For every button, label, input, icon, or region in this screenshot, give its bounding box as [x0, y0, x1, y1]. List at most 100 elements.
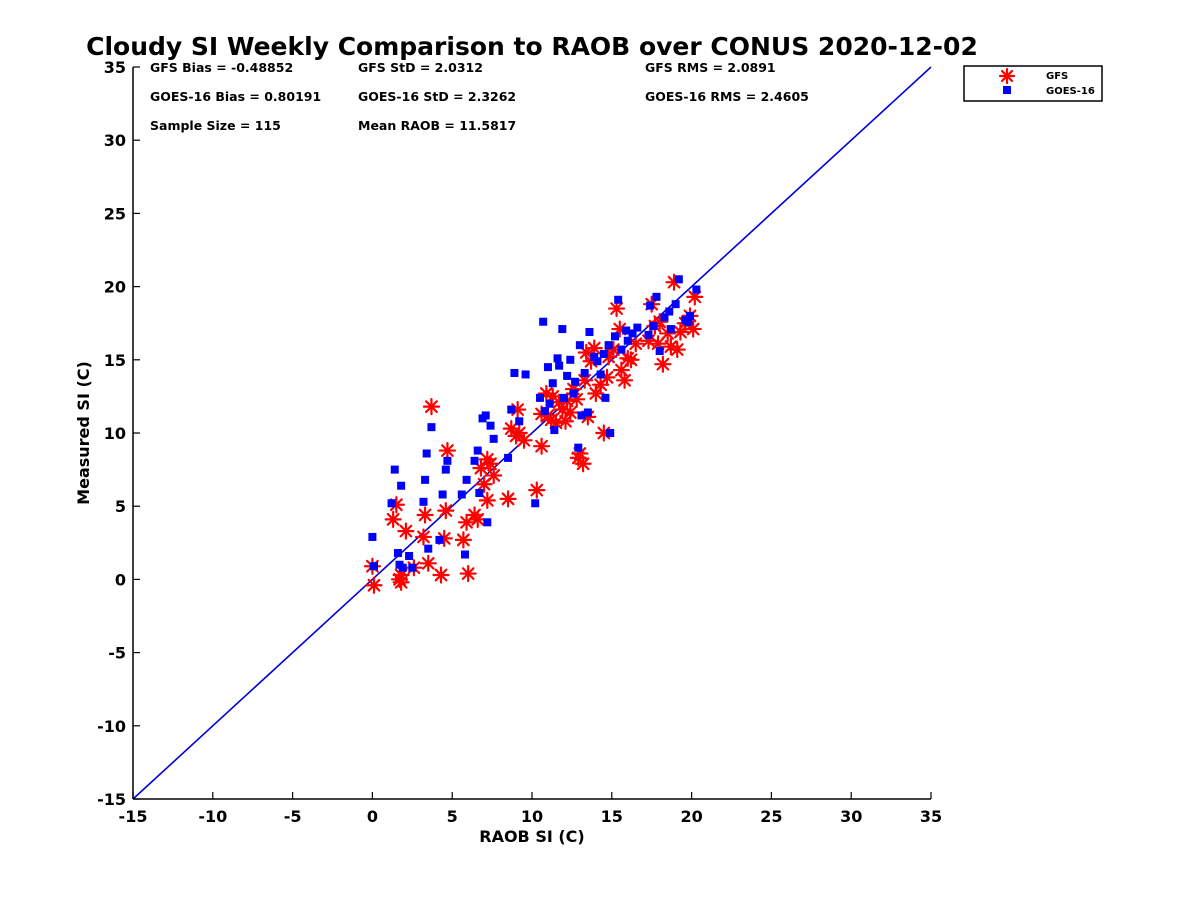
y-tick-label: 15	[104, 351, 126, 370]
goes-16-point	[671, 300, 680, 309]
goes-16-point	[507, 405, 516, 414]
goes-16-point	[566, 355, 575, 364]
gfs-point	[384, 510, 402, 528]
gfs-point	[438, 441, 457, 460]
goes-16-point	[387, 499, 396, 508]
gfs-point	[459, 564, 477, 583]
gfs-point	[485, 466, 503, 485]
goes-16-point	[419, 497, 428, 506]
goes-16-point	[521, 370, 530, 379]
goes-16-point	[531, 499, 540, 508]
goes-16-point	[593, 357, 602, 366]
goes-16-point	[571, 377, 580, 386]
x-ticks: -15 -10 -5 0 5 10 15 20 25 30 35	[119, 792, 942, 826]
goes-16-point	[577, 411, 586, 420]
gfs-point	[510, 424, 528, 442]
goes-16-point	[555, 361, 564, 370]
legend-gfs-label: GFS	[1046, 71, 1068, 82]
y-tick-label: -5	[108, 644, 126, 663]
gfs-point	[422, 398, 441, 416]
x-tick-label: -15	[119, 807, 148, 826]
gfs-point	[499, 490, 517, 508]
gfs-point	[622, 351, 640, 369]
goes-16-point	[575, 341, 584, 350]
goes-16-point	[422, 449, 431, 458]
goes-16-point	[550, 426, 559, 435]
stat-gfs-rms: GFS RMS = 2.0891	[645, 60, 776, 75]
goes-16-point	[421, 475, 430, 484]
goes-16-point	[692, 285, 701, 294]
legend-goes-16-marker	[1003, 86, 1011, 94]
x-tick-label: 30	[840, 807, 862, 826]
gfs-point	[414, 528, 433, 546]
goes-16-point	[515, 417, 524, 426]
goes-16-point	[397, 481, 406, 490]
legend-goes-16-label: GOES-16	[1046, 86, 1095, 97]
x-tick-label: 20	[680, 807, 702, 826]
gfs-point	[397, 522, 415, 540]
y-tick-label: -10	[97, 717, 126, 736]
y-tick-label: 10	[104, 424, 126, 443]
goes-16-point	[580, 368, 589, 377]
y-tick-label: 25	[104, 204, 126, 223]
x-tick-label: 0	[367, 807, 378, 826]
stats-annotations: GFS Bias = -0.48852 GFS StD = 2.0312 GFS…	[150, 60, 809, 133]
x-tick-label: -5	[284, 807, 302, 826]
stat-goes-rms: GOES-16 RMS = 2.4605	[645, 89, 809, 104]
goes-16-point	[473, 446, 482, 455]
goes-16-point	[553, 354, 562, 363]
goes-16-point	[622, 326, 631, 335]
plot-area: -15 -10 -5 0 5 10 15 20 25 30 35 -15 -10 -5 0 5 10 15 20 2…	[97, 58, 942, 826]
goes-16-point	[684, 317, 693, 326]
gfs-point	[437, 501, 455, 520]
goes-16-point	[408, 563, 417, 572]
goes-16-point	[504, 453, 513, 462]
goes-16-point	[369, 562, 378, 571]
legend: GFS GOES-16	[963, 65, 1103, 102]
goes-16-point	[628, 329, 637, 338]
gfs-point	[432, 566, 450, 584]
gfs-point	[574, 455, 592, 473]
goes-16-point	[655, 347, 664, 356]
gfs-point	[365, 576, 383, 594]
gfs-point	[469, 510, 487, 528]
y-tick-label: 30	[104, 131, 126, 150]
gfs-point	[481, 455, 500, 473]
goes-16-point	[558, 325, 567, 334]
goes-16-point	[559, 393, 568, 402]
goes-16-point	[539, 317, 548, 326]
gfs-point	[528, 481, 546, 499]
goes-16-point	[599, 349, 608, 358]
stat-goes-bias: GOES-16 Bias = 0.80191	[150, 89, 321, 104]
goes-16-point	[644, 330, 653, 339]
chart-title: Cloudy SI Weekly Comparison to RAOB over…	[86, 32, 978, 61]
goes-16-point	[674, 275, 683, 284]
y-tick-label: 5	[115, 497, 126, 516]
goes-16-point	[427, 423, 436, 432]
goes-16-point	[483, 518, 492, 527]
gfs-point	[515, 431, 533, 449]
goes-16-point	[606, 429, 615, 437]
goes-16-point	[510, 368, 519, 377]
goes-16-point	[596, 370, 605, 379]
goes-16-point	[545, 399, 554, 408]
x-tick-label: 35	[920, 807, 942, 826]
y-tick-label: 20	[104, 278, 126, 297]
goes-16-point	[617, 345, 626, 354]
goes-16-point	[574, 443, 583, 452]
goes-16-point	[489, 434, 498, 443]
goes-16-point	[646, 301, 655, 310]
goes-16-point	[563, 371, 572, 380]
goes-16-point	[569, 389, 578, 398]
goes-16-point	[393, 549, 402, 558]
goes-16-point	[585, 327, 594, 336]
goes-16-point	[601, 393, 610, 402]
goes-16-point	[424, 544, 433, 553]
gfs-point	[478, 491, 496, 509]
gfs-point	[454, 531, 472, 549]
goes-16-point	[470, 456, 479, 465]
goes-16-point	[590, 352, 599, 361]
series-gfs	[363, 273, 704, 594]
stat-sample-size: Sample Size = 115	[150, 118, 281, 133]
